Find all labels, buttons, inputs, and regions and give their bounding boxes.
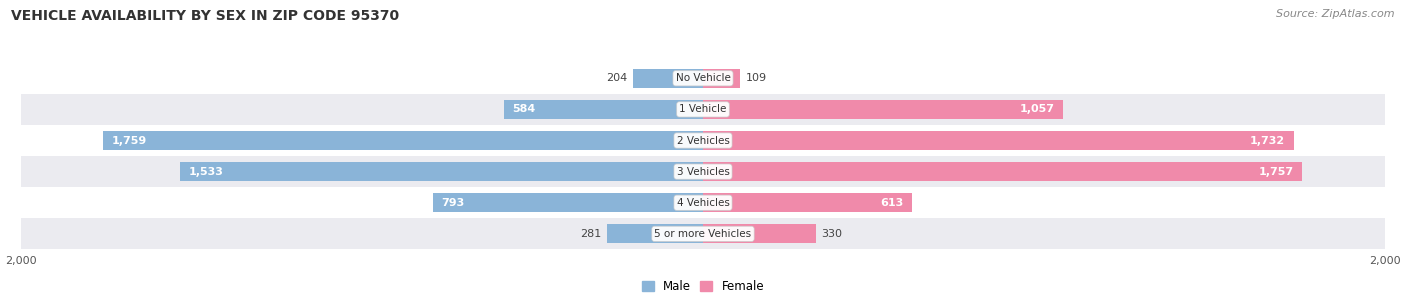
Bar: [21, 187, 1385, 218]
Bar: [703, 100, 1063, 119]
Text: 3 Vehicles: 3 Vehicles: [676, 166, 730, 177]
Bar: [703, 131, 1294, 150]
Legend: Male, Female: Male, Female: [637, 276, 769, 298]
Text: 1,757: 1,757: [1258, 166, 1294, 177]
Bar: [21, 218, 1385, 249]
Text: No Vehicle: No Vehicle: [675, 73, 731, 83]
Bar: [103, 131, 703, 150]
Bar: [703, 193, 912, 212]
Bar: [21, 94, 1385, 125]
Text: 1,732: 1,732: [1250, 136, 1285, 146]
Text: 2 Vehicles: 2 Vehicles: [676, 136, 730, 146]
Text: 204: 204: [606, 73, 627, 83]
Bar: [703, 69, 740, 88]
Text: 1,759: 1,759: [112, 136, 148, 146]
Bar: [433, 193, 703, 212]
Text: Source: ZipAtlas.com: Source: ZipAtlas.com: [1277, 9, 1395, 19]
Text: 613: 613: [880, 198, 904, 208]
Text: 584: 584: [512, 104, 536, 114]
Text: 1,057: 1,057: [1019, 104, 1054, 114]
Bar: [180, 162, 703, 181]
Text: 5 or more Vehicles: 5 or more Vehicles: [654, 229, 752, 239]
Text: 330: 330: [821, 229, 842, 239]
Text: 281: 281: [579, 229, 600, 239]
Bar: [21, 156, 1385, 187]
Text: 4 Vehicles: 4 Vehicles: [676, 198, 730, 208]
Bar: [703, 162, 1302, 181]
Bar: [703, 225, 815, 243]
Text: 109: 109: [747, 73, 768, 83]
Text: 793: 793: [441, 198, 464, 208]
Text: 1 Vehicle: 1 Vehicle: [679, 104, 727, 114]
Bar: [21, 63, 1385, 94]
Bar: [503, 100, 703, 119]
Text: 1,533: 1,533: [188, 166, 224, 177]
Bar: [21, 125, 1385, 156]
Bar: [607, 225, 703, 243]
Bar: [634, 69, 703, 88]
Text: VEHICLE AVAILABILITY BY SEX IN ZIP CODE 95370: VEHICLE AVAILABILITY BY SEX IN ZIP CODE …: [11, 9, 399, 23]
